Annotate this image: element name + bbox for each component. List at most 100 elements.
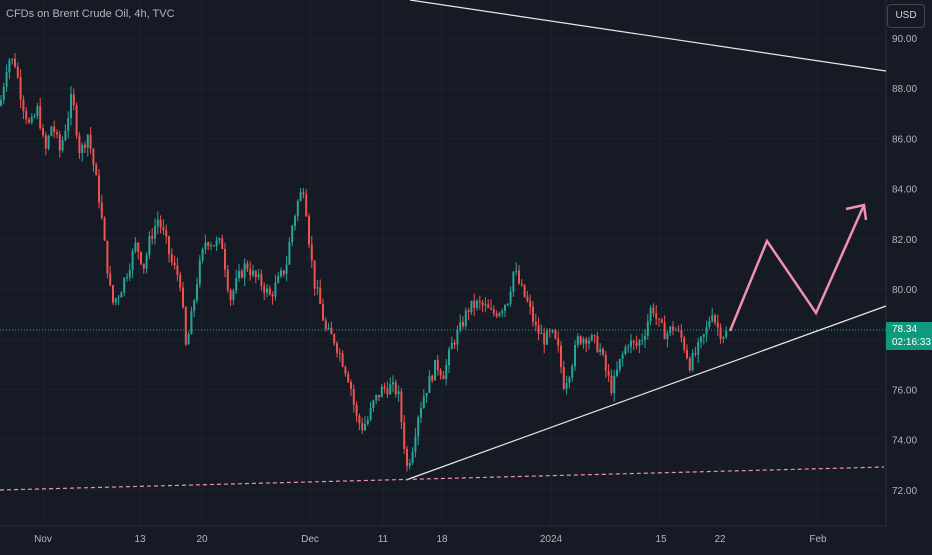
candle-body xyxy=(44,135,47,149)
candle-body xyxy=(8,60,11,73)
candle-body xyxy=(98,175,100,203)
candle-body xyxy=(274,282,277,297)
candle-body xyxy=(408,463,411,466)
candle-body xyxy=(42,128,44,136)
candle-body xyxy=(302,192,305,195)
candle-body xyxy=(375,394,378,401)
candle-body xyxy=(330,327,333,335)
candle-body xyxy=(579,336,582,344)
candle-body xyxy=(156,219,159,227)
candle-body xyxy=(235,278,238,291)
candle-body xyxy=(263,285,266,293)
lower-trendline[interactable] xyxy=(405,305,887,481)
candle-body xyxy=(593,335,596,337)
support-dashed-line[interactable] xyxy=(0,466,885,491)
candle-body xyxy=(165,230,168,237)
candle-body xyxy=(221,238,224,250)
candle-body xyxy=(420,408,422,418)
candle-body xyxy=(414,436,417,452)
candle-body xyxy=(655,313,658,319)
candle-body xyxy=(33,116,36,118)
candle-body xyxy=(78,135,81,154)
candle-body xyxy=(271,294,274,297)
candle-body xyxy=(431,375,434,381)
candle-body xyxy=(14,58,16,67)
candle-body xyxy=(669,326,672,334)
chart-title: CFDs on Brent Crude Oil, 4h, TVC xyxy=(6,8,175,20)
grid xyxy=(0,0,886,526)
candle-body xyxy=(548,330,551,332)
candle-body xyxy=(708,320,711,327)
candle-body xyxy=(369,408,372,420)
candle-body xyxy=(506,303,509,306)
candle-body xyxy=(277,276,280,283)
candle-body xyxy=(226,269,229,291)
candle-body xyxy=(392,382,394,385)
candle-body xyxy=(490,307,492,310)
candle-body xyxy=(378,394,380,398)
projection-path[interactable] xyxy=(728,204,866,332)
candle-body xyxy=(691,353,694,371)
time-axis[interactable]: Nov 13 20 Dec 11 18 2024 15 22 Feb xyxy=(34,534,827,545)
candle-body xyxy=(140,251,142,264)
candle-body xyxy=(501,310,504,314)
candle-body xyxy=(425,392,428,397)
candle-body xyxy=(198,260,201,285)
upper-trendline[interactable] xyxy=(409,0,887,72)
candle-body xyxy=(249,269,252,276)
candle-body xyxy=(582,338,585,344)
candle-body xyxy=(268,288,271,295)
candle-body xyxy=(400,391,403,423)
candle-body xyxy=(635,342,638,346)
candle-body xyxy=(182,287,184,308)
candle-body xyxy=(19,77,22,100)
candle-body xyxy=(532,306,534,322)
candle-body xyxy=(47,135,50,149)
candle-body xyxy=(602,348,604,355)
candle-body xyxy=(319,287,322,305)
candle-body xyxy=(316,287,319,289)
candle-body xyxy=(725,330,728,338)
candle-body xyxy=(95,164,98,176)
price-axis[interactable]: 90.0088.0086.0084.0082.0080.0078.0076.00… xyxy=(892,34,917,497)
candle-body xyxy=(5,72,8,87)
candle-body xyxy=(123,277,126,293)
candle-body xyxy=(624,347,627,355)
candle-body xyxy=(470,300,473,313)
candle-body xyxy=(257,274,260,277)
candle-body xyxy=(154,226,156,239)
candle-body xyxy=(347,373,350,383)
candle-body xyxy=(672,326,674,331)
candle-body xyxy=(613,375,616,394)
candle-body xyxy=(117,297,120,299)
candle-body xyxy=(562,367,565,389)
candle-body xyxy=(700,336,702,343)
candle-body xyxy=(473,300,476,308)
candle-body xyxy=(403,422,406,449)
x-tick-label: Dec xyxy=(301,534,319,545)
candle-body xyxy=(632,340,635,343)
x-tick-label: 11 xyxy=(378,534,389,545)
candle-body xyxy=(327,327,330,329)
candle-body xyxy=(484,304,487,306)
candle-body xyxy=(607,370,610,376)
candle-body xyxy=(294,216,296,226)
candle-body xyxy=(291,225,294,243)
candle-body xyxy=(464,310,467,327)
projection-arrowhead xyxy=(845,203,868,221)
candle-body xyxy=(131,251,134,271)
candle-body xyxy=(478,300,481,303)
candle-body xyxy=(170,253,173,263)
candle-body xyxy=(481,302,484,306)
currency-button[interactable]: USD xyxy=(887,4,925,28)
candle-body xyxy=(618,358,621,370)
candle-body xyxy=(361,423,364,431)
candle-body xyxy=(50,126,53,136)
candle-body xyxy=(137,242,140,252)
candle-body xyxy=(445,365,448,380)
candle-body xyxy=(142,263,145,269)
candle-body xyxy=(11,58,14,61)
candle-body xyxy=(187,334,190,345)
